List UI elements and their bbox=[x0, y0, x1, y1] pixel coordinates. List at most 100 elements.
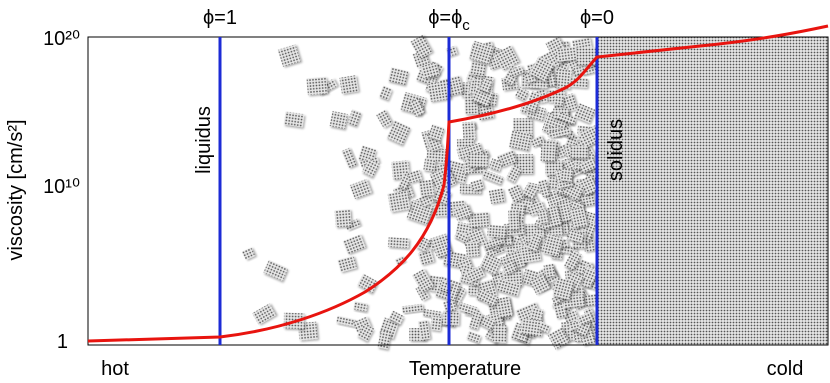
plot-frame bbox=[87, 36, 829, 346]
crystal bbox=[553, 95, 564, 106]
crystal bbox=[496, 278, 521, 297]
crystal bbox=[487, 224, 507, 238]
crystal bbox=[577, 311, 593, 325]
crystal bbox=[479, 252, 502, 275]
crystal bbox=[461, 82, 472, 98]
crystal bbox=[349, 179, 372, 199]
crystal bbox=[430, 233, 452, 258]
y-tick-label: 10¹⁰ bbox=[43, 176, 80, 198]
crystal bbox=[418, 319, 431, 341]
x-left-label: hot bbox=[101, 358, 129, 380]
marker-label-main: ϕ=ϕ bbox=[428, 7, 462, 29]
crystal bbox=[509, 130, 533, 151]
crystal bbox=[538, 321, 551, 333]
x-axis-label: Temperature bbox=[409, 358, 521, 380]
crystal bbox=[540, 141, 556, 162]
crystal bbox=[556, 111, 577, 125]
crystal bbox=[337, 255, 357, 273]
crystal bbox=[454, 230, 470, 243]
crystal bbox=[362, 158, 380, 178]
crystal bbox=[458, 302, 478, 315]
crystal bbox=[554, 69, 572, 90]
crystal bbox=[468, 40, 494, 65]
crystal bbox=[560, 168, 574, 182]
crystal bbox=[419, 193, 434, 207]
crystal bbox=[567, 229, 585, 243]
y-tick-label: 10²⁰ bbox=[43, 28, 80, 50]
crystal bbox=[306, 76, 328, 95]
crystal bbox=[578, 175, 598, 196]
marker-label: ϕ=1 bbox=[203, 7, 237, 29]
crystal bbox=[529, 56, 555, 82]
crystal bbox=[453, 203, 473, 221]
crystal bbox=[481, 169, 504, 185]
crystal bbox=[241, 247, 256, 261]
crystal bbox=[488, 188, 505, 204]
crystal bbox=[423, 157, 436, 172]
crystal bbox=[422, 308, 442, 319]
crystal bbox=[537, 209, 549, 224]
crystal bbox=[561, 93, 578, 113]
crystal bbox=[407, 169, 423, 184]
marker-label: ϕ=0 bbox=[580, 7, 614, 29]
crystal bbox=[569, 206, 588, 229]
crystal bbox=[334, 209, 352, 228]
crystal bbox=[578, 158, 597, 174]
crystal bbox=[481, 235, 505, 250]
crystal bbox=[347, 109, 362, 127]
crystal bbox=[470, 179, 484, 192]
crystal bbox=[252, 303, 276, 325]
crystal bbox=[529, 135, 545, 148]
crystal bbox=[543, 263, 556, 278]
crystal bbox=[401, 303, 424, 314]
crystal bbox=[506, 164, 522, 183]
crystal bbox=[388, 310, 405, 325]
crystal bbox=[357, 323, 375, 342]
y-tick-label: 1 bbox=[57, 331, 68, 353]
solidus-label: solidus bbox=[605, 119, 627, 181]
crystal bbox=[442, 310, 460, 326]
liquidus-label: liquidus bbox=[193, 106, 215, 174]
crystal bbox=[479, 77, 493, 93]
crystal bbox=[468, 211, 490, 228]
crystal bbox=[379, 85, 393, 100]
crystal bbox=[465, 265, 485, 283]
crystal bbox=[515, 86, 529, 101]
marker-subscript: c bbox=[462, 17, 470, 34]
crystal bbox=[475, 288, 499, 307]
crystal bbox=[494, 45, 520, 71]
crystal bbox=[547, 327, 570, 350]
crystal bbox=[520, 317, 544, 337]
solid-region bbox=[597, 37, 828, 345]
crystals bbox=[241, 35, 606, 350]
crystal bbox=[408, 98, 425, 117]
crystal bbox=[420, 62, 440, 79]
crystal bbox=[552, 277, 574, 300]
crystal bbox=[376, 110, 393, 129]
crystal bbox=[283, 111, 305, 128]
crystal bbox=[341, 147, 357, 169]
crystal bbox=[576, 319, 591, 336]
crystal bbox=[468, 153, 488, 168]
crystal bbox=[507, 184, 525, 203]
crystal bbox=[527, 231, 543, 252]
crystal bbox=[410, 35, 433, 60]
crystal bbox=[542, 233, 564, 257]
crystal bbox=[418, 179, 435, 197]
crystal bbox=[406, 199, 433, 225]
crystal bbox=[529, 274, 550, 295]
crystal bbox=[263, 259, 289, 281]
crystal bbox=[466, 330, 482, 343]
crystal bbox=[468, 310, 483, 330]
crystal bbox=[509, 65, 524, 78]
crystal bbox=[344, 218, 361, 231]
crystal bbox=[570, 145, 588, 159]
crystal bbox=[489, 158, 503, 172]
crystal bbox=[394, 256, 405, 266]
crystal bbox=[387, 190, 411, 213]
crystal bbox=[388, 67, 409, 85]
crystal bbox=[428, 124, 445, 141]
crystal bbox=[538, 179, 551, 198]
crystal bbox=[477, 314, 496, 330]
